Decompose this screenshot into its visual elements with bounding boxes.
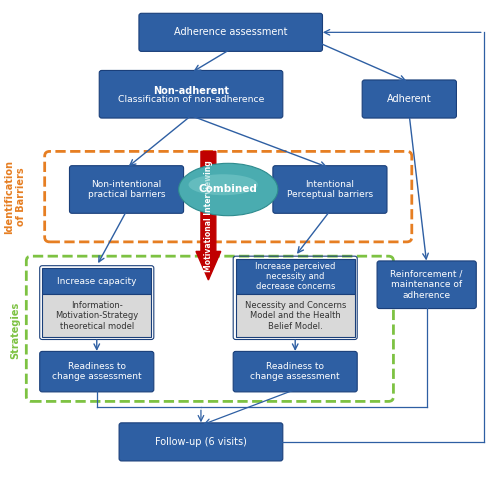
FancyBboxPatch shape xyxy=(362,80,456,118)
Text: Strategies: Strategies xyxy=(10,301,20,359)
Text: Increase perceived
necessity and
decrease concerns: Increase perceived necessity and decreas… xyxy=(255,262,336,291)
FancyBboxPatch shape xyxy=(70,166,184,213)
FancyBboxPatch shape xyxy=(377,261,476,308)
Text: Follow-up (6 visits): Follow-up (6 visits) xyxy=(155,437,247,447)
Text: Non-intentional
practical barriers: Non-intentional practical barriers xyxy=(88,180,166,199)
Text: Necessity and Concerns
Model and the Health
Belief Model.: Necessity and Concerns Model and the Hea… xyxy=(244,301,346,331)
Text: Classification of non-adherence: Classification of non-adherence xyxy=(118,95,264,104)
FancyBboxPatch shape xyxy=(42,268,152,294)
FancyBboxPatch shape xyxy=(236,259,354,294)
FancyBboxPatch shape xyxy=(233,352,357,392)
Text: Increase capacity: Increase capacity xyxy=(57,277,136,285)
Text: Readiness to
change assessment: Readiness to change assessment xyxy=(52,362,142,381)
FancyBboxPatch shape xyxy=(273,166,387,213)
Ellipse shape xyxy=(178,163,278,216)
Text: Information-
Motivation-Strategy
theoretical model: Information- Motivation-Strategy theoret… xyxy=(55,301,138,331)
Text: Reinforcement /
maintenance of
adherence: Reinforcement / maintenance of adherence xyxy=(390,270,463,300)
Ellipse shape xyxy=(188,174,258,195)
FancyBboxPatch shape xyxy=(99,70,283,118)
Text: Motivational Interviewing: Motivational Interviewing xyxy=(204,160,213,272)
Text: Readiness to
change assessment: Readiness to change assessment xyxy=(250,362,340,381)
Text: Intentional
Perceptual barriers: Intentional Perceptual barriers xyxy=(287,180,373,199)
FancyBboxPatch shape xyxy=(236,294,354,337)
FancyBboxPatch shape xyxy=(42,294,152,337)
Text: Identification
of Barriers: Identification of Barriers xyxy=(4,160,26,234)
Text: Adherence assessment: Adherence assessment xyxy=(174,27,288,37)
FancyBboxPatch shape xyxy=(40,352,154,392)
Text: Adherent: Adherent xyxy=(387,94,432,104)
FancyBboxPatch shape xyxy=(139,13,322,51)
Text: Combined: Combined xyxy=(199,184,258,194)
Polygon shape xyxy=(196,151,221,280)
Text: Non-adherent: Non-adherent xyxy=(153,86,229,96)
FancyBboxPatch shape xyxy=(119,423,283,461)
